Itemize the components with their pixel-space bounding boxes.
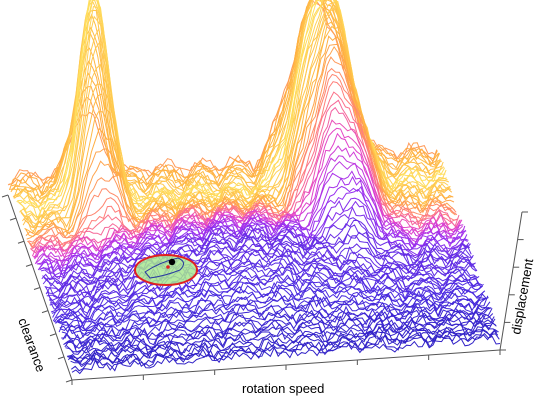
waterfall-trace bbox=[71, 332, 501, 375]
waterfall-trace bbox=[67, 319, 496, 363]
clearance-tick bbox=[33, 287, 41, 290]
waterfall-trace bbox=[68, 323, 498, 363]
waterfall-trace bbox=[61, 301, 491, 345]
waterfall-trace bbox=[34, 155, 464, 268]
y-axis-label: clearance bbox=[15, 316, 48, 374]
waterfall-trace bbox=[70, 333, 500, 372]
waterfall-trace bbox=[43, 231, 473, 292]
highlight-marker bbox=[168, 258, 176, 266]
waterfall-trace bbox=[28, 73, 458, 248]
waterfall-trace bbox=[65, 313, 494, 353]
highlight-region bbox=[134, 254, 198, 286]
waterfall-trace bbox=[26, 45, 456, 240]
waterfall-trace bbox=[17, 0, 447, 221]
waterfall-trace bbox=[36, 170, 466, 269]
waterfall-surface bbox=[7, 0, 501, 375]
waterfall-trace bbox=[31, 119, 461, 257]
highlight-ellipse bbox=[134, 254, 198, 286]
waterfall-trace bbox=[49, 258, 479, 310]
clearance-tick bbox=[49, 333, 57, 337]
waterfall-trace bbox=[27, 67, 457, 249]
waterfall-trace bbox=[45, 242, 475, 299]
clearance-tick bbox=[25, 263, 33, 267]
waterfall-trace bbox=[27, 56, 456, 245]
waterfall-trace bbox=[44, 239, 474, 295]
waterfall-trace bbox=[37, 175, 466, 270]
z-axis-line bbox=[499, 211, 523, 351]
waterfall-trace bbox=[61, 301, 490, 340]
clearance-tick bbox=[41, 310, 49, 314]
clearance-tick bbox=[65, 379, 73, 383]
waterfall-trace bbox=[59, 295, 489, 338]
waterfall-trace bbox=[63, 307, 492, 350]
waterfall-trace bbox=[38, 188, 468, 276]
waterfall-trace bbox=[22, 12, 452, 234]
waterfall-trace bbox=[57, 287, 486, 331]
waterfall-trace bbox=[42, 219, 471, 285]
waterfall-trace bbox=[33, 127, 462, 259]
highlight-secondary-marker bbox=[166, 265, 170, 269]
waterfall-trace bbox=[66, 318, 496, 360]
x-axis-label: rotation speed bbox=[242, 381, 324, 396]
waterfall-trace bbox=[47, 250, 477, 306]
clearance-tick bbox=[1, 194, 9, 198]
clearance-tick bbox=[9, 217, 17, 221]
waterfall-trace bbox=[62, 307, 491, 347]
waterfall-trace bbox=[52, 267, 481, 318]
z-axis-label: displacement bbox=[508, 257, 536, 335]
waterfall-trace bbox=[48, 252, 478, 301]
clearance-tick bbox=[57, 356, 65, 360]
waterfall-trace bbox=[50, 260, 480, 313]
clearance-tick bbox=[17, 240, 25, 244]
axis-ticks bbox=[1, 194, 528, 385]
highlight-contour bbox=[144, 257, 184, 279]
waterfall-trace bbox=[47, 246, 476, 305]
